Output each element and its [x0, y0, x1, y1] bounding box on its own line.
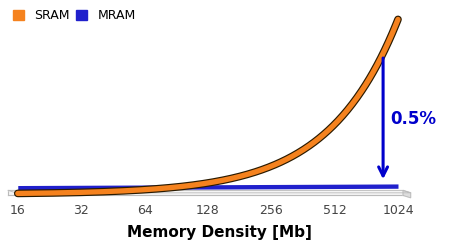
Polygon shape: [8, 190, 403, 195]
Polygon shape: [8, 190, 411, 193]
Polygon shape: [403, 190, 411, 198]
Text: 0.5%: 0.5%: [391, 110, 436, 128]
X-axis label: Memory Density [Mb]: Memory Density [Mb]: [127, 225, 312, 240]
Legend: SRAM, MRAM: SRAM, MRAM: [12, 8, 137, 23]
